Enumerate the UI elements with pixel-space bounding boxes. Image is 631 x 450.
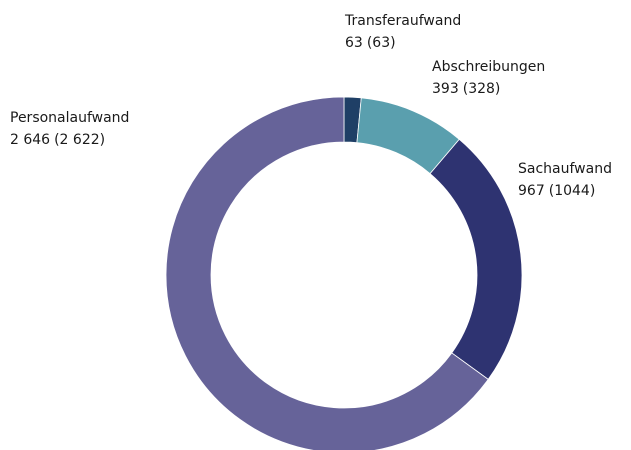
category-label: Transferaufwand	[344, 13, 461, 29]
previous-value: (2 622)	[54, 132, 105, 148]
value-label: 393 (328)	[432, 81, 500, 97]
value: 63	[345, 35, 363, 51]
category-label: Abschreibungen	[432, 59, 545, 75]
value-label: 2 646 (2 622)	[10, 132, 105, 148]
donut-segment	[165, 96, 489, 450]
value-label: 967 (1044)	[518, 183, 595, 199]
value: 393	[432, 81, 459, 97]
previous-value: (63)	[367, 35, 396, 51]
value-label: 63 (63)	[345, 35, 396, 51]
value: 967	[518, 183, 545, 199]
category-label: Personalaufwand	[10, 110, 129, 126]
donut-segment	[429, 138, 523, 380]
previous-value: (1044)	[549, 183, 596, 199]
value: 2 646	[10, 132, 50, 148]
previous-value: (328)	[463, 81, 501, 97]
category-label: Sachaufwand	[518, 161, 612, 177]
